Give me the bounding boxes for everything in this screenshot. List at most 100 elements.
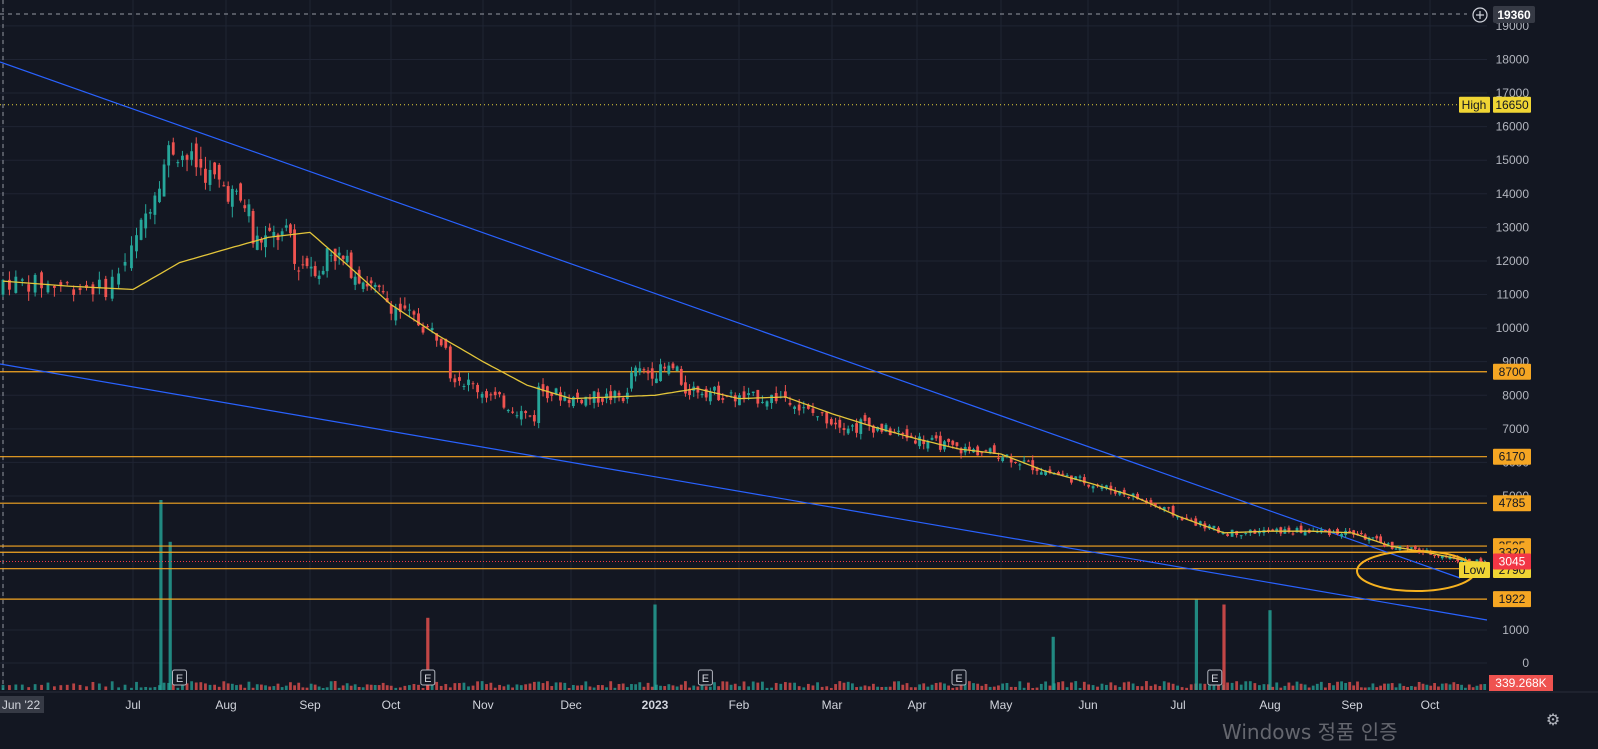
volume-bar [217,686,221,690]
low-label-prefix-box [1459,562,1490,579]
level-label: 6170 [1493,448,1531,465]
price-tick-label: 14000 [1496,187,1530,201]
candle-body [988,448,992,453]
candle-body [1239,535,1243,537]
candle-body [313,266,317,276]
volume-bar [1413,686,1417,690]
volume-bar [222,681,226,690]
candle-body [765,401,769,407]
candle-body [783,391,787,398]
volume-bars [1,500,1490,690]
volume-bar [430,682,434,690]
volume-bar [834,684,837,690]
candle-body [532,415,536,422]
volume-bar [1386,683,1390,690]
volume-spike [653,604,657,690]
candle-body [951,440,955,445]
volume-bar [448,687,452,690]
candle-body [213,162,217,175]
candle-body [617,392,621,396]
time-crosshair-box [0,696,44,713]
earnings-marker-icon: E [1207,669,1223,686]
candle-body [329,254,333,256]
volume-bar [1078,687,1082,690]
candle-body [829,419,833,425]
candle-body [934,435,938,439]
candle-body [1065,475,1069,477]
trendlines[interactable] [0,61,1488,621]
candle-body [1413,546,1417,550]
candle-body [144,213,148,229]
candle-body [97,279,101,288]
candle-body [123,261,127,266]
candle-body [851,425,854,427]
volume-bar [171,681,175,690]
annotation-layer[interactable] [1356,550,1476,592]
level-label-box [1493,363,1531,380]
volume-bar [439,685,443,690]
earnings-letter: E [424,673,431,685]
candle-body [1127,497,1131,499]
level-label: 8700 [1493,363,1531,380]
candle-body [1348,531,1352,533]
candle-body [704,388,708,398]
volume-bar [208,684,212,690]
volume-bar [345,683,349,690]
volume-bar [280,687,284,690]
candle-body [1352,530,1356,535]
candle-body [811,408,815,413]
candle-body [480,393,484,398]
candle-body [235,190,238,192]
horizontal-levels[interactable] [0,104,1487,600]
gear-icon[interactable]: ⚙ [1545,712,1561,729]
candle-body [1001,457,1005,462]
earnings-letter: E [702,673,709,685]
candle-body [162,164,166,197]
volume-bar [1153,684,1157,690]
price-axis[interactable]: 1900018000170001600015000140001300012000… [1459,0,1598,744]
volume-bar [385,685,389,690]
volume-bar [1283,685,1287,690]
candle-body [1039,472,1043,475]
volume-bar [951,687,955,690]
candle-body [226,186,230,202]
candle-body [72,289,76,295]
volume-bar [756,682,760,690]
volume-bar [733,683,737,690]
candle-body [901,433,905,435]
candle-body [855,423,858,433]
candle-body [675,366,679,372]
volume-bar [1425,684,1429,690]
candle-body [1410,547,1413,549]
volume-bar [761,681,764,690]
candle-body [884,424,888,432]
volume-bar [576,685,579,690]
volume-bar [1113,685,1117,690]
candle-body [153,195,157,215]
candle-body [251,211,255,244]
candle-body [1078,476,1082,478]
crosshair-price-box [1493,6,1535,23]
candle-body [926,441,930,449]
volume-bar [559,682,562,690]
volume-bar [1299,683,1303,690]
candle-body [638,368,642,373]
volume-bar [1315,683,1319,690]
candle-body [1044,471,1048,475]
candle-body [1271,529,1275,531]
candles [1,137,1490,565]
volume-bar [519,685,523,690]
volume-bar [65,684,69,690]
volume-bar [708,686,712,690]
candle-body [696,386,700,393]
volume-bar [909,687,913,690]
time-axis[interactable]: Jun '22 Jul Aug Sep Oct Nov Dec 2023 Feb Mar Apr Ma… [0,691,1598,744]
candle-body [412,311,416,315]
high-label-box [1493,96,1531,113]
candle-body [1113,491,1117,494]
volume-bar [1131,683,1135,690]
volume-spike [1051,636,1055,690]
